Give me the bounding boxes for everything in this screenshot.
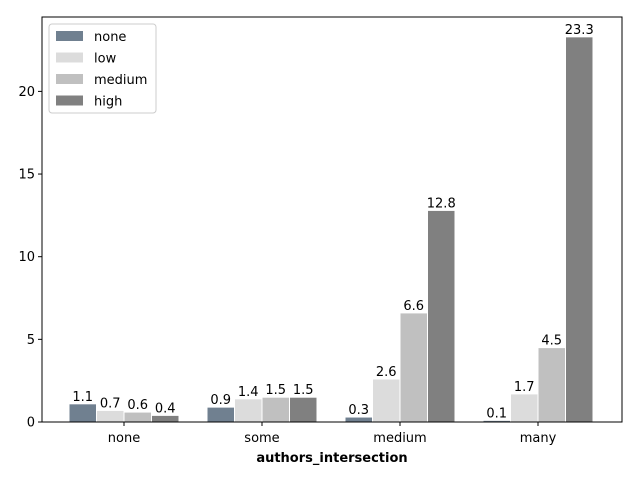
data-label: 12.8 xyxy=(427,196,456,211)
data-label: 0.6 xyxy=(127,398,148,413)
y-tick-label: 5 xyxy=(27,333,35,348)
bar-high-many xyxy=(565,36,594,423)
bar-high-some xyxy=(289,396,318,423)
legend-swatch-none xyxy=(56,31,83,41)
legend-label: low xyxy=(94,52,117,67)
data-label: 1.1 xyxy=(72,390,93,405)
data-label: 23.3 xyxy=(565,23,594,38)
bar-low-some xyxy=(234,398,263,423)
bars-layer xyxy=(68,36,594,423)
y-tick-label: 10 xyxy=(18,250,35,265)
legend-frame xyxy=(48,23,157,114)
legend-swatch-medium xyxy=(56,74,83,84)
data-label: 0.1 xyxy=(486,406,507,421)
bar-none-some xyxy=(206,406,235,423)
bar-low-medium xyxy=(372,378,401,423)
legend-swatch-high xyxy=(56,95,83,106)
data-label: 2.6 xyxy=(376,365,397,380)
bar-medium-some xyxy=(261,396,290,423)
legend-label: high xyxy=(94,95,122,110)
legend-label: medium xyxy=(94,73,147,88)
data-label: 1.4 xyxy=(238,385,259,400)
data-label: 6.6 xyxy=(403,299,424,314)
bar-medium-medium xyxy=(399,312,428,423)
y-tick-label: 0 xyxy=(27,416,35,431)
data-label: 4.5 xyxy=(541,334,562,349)
axes-frame xyxy=(41,16,623,423)
legend-label: none xyxy=(94,30,126,45)
bar-high-medium xyxy=(427,209,456,423)
legend-swatch-low xyxy=(56,52,83,63)
y-axis: 0 5 10 15 20 xyxy=(18,85,42,431)
data-label: 1.7 xyxy=(514,380,535,395)
x-tick-label: many xyxy=(520,431,557,446)
bar-medium-none xyxy=(123,411,152,423)
y-tick-label: 20 xyxy=(18,85,35,100)
data-label: 0.7 xyxy=(100,396,121,411)
data-label: 0.9 xyxy=(210,393,231,408)
bar-low-none xyxy=(96,409,125,423)
legend: none low medium high xyxy=(48,23,157,114)
data-label: 1.5 xyxy=(265,383,286,398)
y-tick-label: 15 xyxy=(18,168,35,183)
x-axis: none some medium many xyxy=(108,422,557,446)
bar-medium-many xyxy=(537,347,566,423)
data-label: 0.4 xyxy=(155,401,176,416)
x-tick-label: none xyxy=(108,431,140,446)
bar-none-none xyxy=(68,403,97,423)
data-label: 0.3 xyxy=(348,403,369,418)
x-tick-label: some xyxy=(244,431,279,446)
data-labels-layer: 1.1 0.9 0.3 0.1 0.7 1.4 2.6 1.7 0.6 1.5 6.6 4.5 0.4 1… xyxy=(72,23,593,422)
x-axis-title: authors_intersection xyxy=(256,451,407,466)
bar-low-many xyxy=(510,393,539,423)
x-tick-label: medium xyxy=(373,431,426,446)
data-label: 1.5 xyxy=(293,383,314,398)
